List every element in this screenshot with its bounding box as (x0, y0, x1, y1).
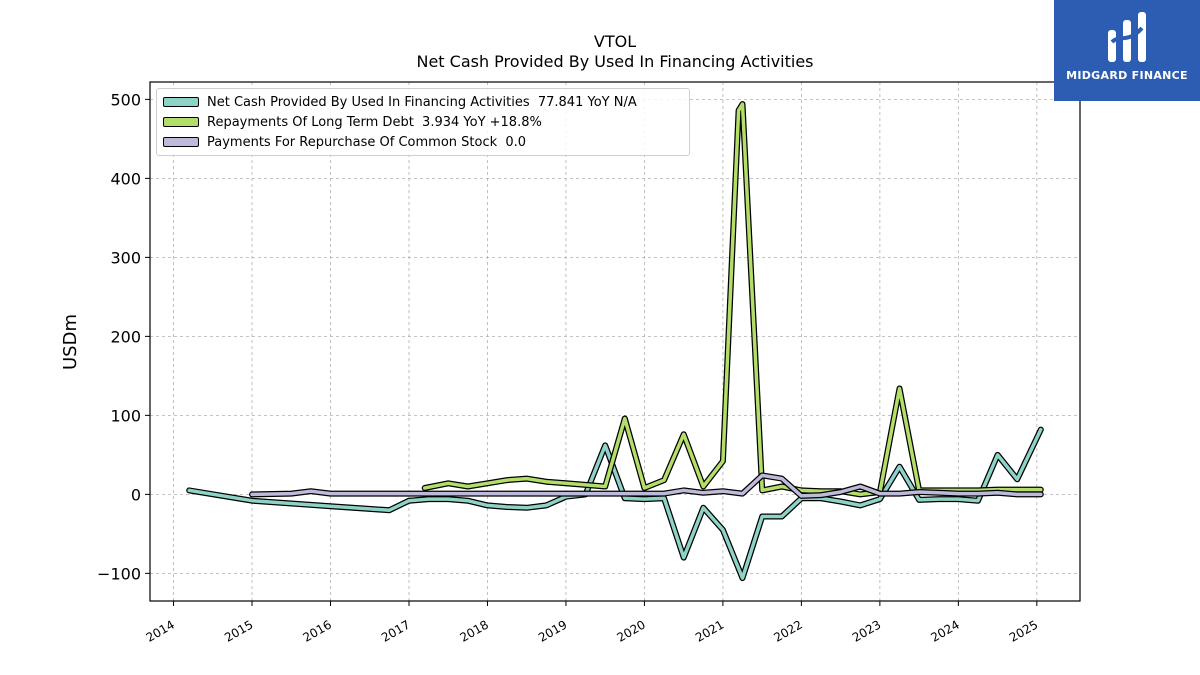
x-tick-label: 2018 (458, 617, 491, 644)
x-tick-label: 2022 (771, 617, 804, 644)
axis-ticks: −100 0 100 200 300 400 500 2014 2015 2016 2017 2018… (97, 90, 1040, 644)
series-outline-debt-repayments (421, 101, 1044, 498)
y-tick-label: 100 (110, 406, 141, 425)
legend-label-stock-repurchase: Payments For Repurchase Of Common Stock … (207, 134, 527, 150)
series-line-stock-repurchase (250, 473, 1043, 498)
legend-swatch-stock-repurchase (163, 137, 199, 147)
legend-entry-net-cash: Net Cash Provided By Used In Financing A… (163, 93, 637, 111)
y-axis-label: USDm (60, 314, 81, 370)
legend-entry-debt-repayments: Repayments Of Long Term Debt 3.934 YoY +… (163, 113, 542, 131)
x-tick-label: 2015 (222, 617, 255, 644)
y-tick-label: 0 (131, 485, 141, 504)
y-tick-label: −100 (97, 564, 141, 583)
series-lines (186, 101, 1044, 582)
chart-legend: Net Cash Provided By Used In Financing A… (156, 88, 690, 156)
x-tick-label: 2024 (928, 617, 961, 644)
legend-swatch-debt-repayments (163, 117, 199, 127)
y-tick-label: 400 (110, 169, 141, 188)
chart-title: VTOL (593, 32, 637, 51)
legend-label-debt-repayments: Repayments Of Long Term Debt 3.934 YoY +… (207, 114, 542, 130)
brand-name: MIDGARD FINANCE (1066, 69, 1188, 82)
x-tick-label: 2025 (1007, 617, 1040, 644)
x-tick-label: 2023 (850, 617, 883, 644)
x-tick-label: 2017 (379, 617, 412, 644)
y-tick-label: 200 (110, 327, 141, 346)
brand-logo: MIDGARD FINANCE (1054, 0, 1200, 101)
grid-lines (150, 82, 1080, 601)
x-tick-label: 2019 (536, 617, 569, 644)
y-tick-label: 500 (110, 90, 141, 109)
x-tick-label: 2020 (614, 617, 647, 644)
legend-label-net-cash: Net Cash Provided By Used In Financing A… (207, 94, 637, 110)
chart-subtitle: Net Cash Provided By Used In Financing A… (416, 52, 814, 71)
y-tick-label: 300 (110, 248, 141, 267)
x-tick-label: 2016 (301, 617, 334, 644)
x-tick-label: 2021 (693, 617, 726, 644)
x-tick-label: 2014 (144, 617, 177, 644)
brand-logo-mark-icon (1108, 12, 1146, 62)
legend-swatch-net-cash (163, 97, 199, 107)
plot-frame (149, 81, 1081, 602)
series-line-net-cash (187, 427, 1043, 580)
legend-entry-stock-repurchase: Payments For Repurchase Of Common Stock … (163, 133, 526, 151)
